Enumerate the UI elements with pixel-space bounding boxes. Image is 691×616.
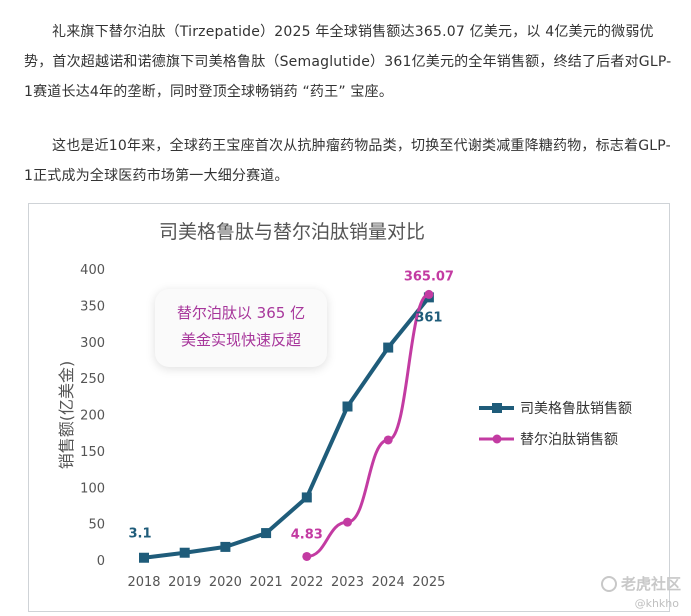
author-credit: @khkho [634,597,679,610]
intro-paragraph: 礼来旗下替尔泊肽（Tirzepatide）2025 年全球销售额达365.07 … [24,24,672,100]
legend-marker-circle [492,434,502,444]
data-label: 3.1 [128,527,151,542]
y-tick-label: 250 [80,372,105,387]
legend-label-2: 替尔泊肽销售额 [520,432,618,448]
y-tick-label: 50 [88,518,105,533]
y-axis-label: 销售额(亿美金) [57,361,76,470]
x-tick-label: 2018 [127,575,160,590]
x-tick-label: 2020 [209,575,242,590]
tiger-logo-icon [600,576,617,592]
second-paragraph: 这也是近10年来，全球药王宝座首次从抗肿瘤药物品类，切换至代谢类减重降糖药物，标… [24,138,671,184]
series-1-point [301,492,312,503]
y-tick-label: 200 [80,409,105,424]
watermark-logo: 老虎社区 [600,573,681,594]
series-2-point [343,517,352,527]
annotation-line-2: 美金实现快速反超 [180,331,301,349]
y-tick-label: 300 [80,336,105,351]
series-1-point [179,547,190,558]
data-label: 4.83 [291,527,323,542]
series-1-point [383,342,394,353]
chart-figure: 司美格鲁肽与替尔泊肽销量对比销售额(亿美金) 0 50 100 150 200 250 300… [28,203,670,612]
y-tick-label: 350 [80,299,105,314]
series-1-point [139,552,149,563]
legend-label-1: 司美格鲁肽销售额 [520,401,632,417]
x-tick-label: 2025 [412,575,445,590]
data-label: 361 [415,310,442,325]
y-tick-label: 100 [80,481,105,496]
series-line-1 [142,295,431,560]
watermark-text: 老虎社区 [620,575,681,593]
series-1-point [220,541,231,552]
series-1-point [261,528,272,539]
series-2-point [383,435,393,445]
x-tick-label: 2023 [331,575,364,590]
annotation-callout: 替尔泊肽以 365 亿 美金实现快速反超 [155,289,327,367]
y-tick-label: 150 [80,445,105,460]
x-tick-label: 2019 [168,575,201,590]
x-tick-label: 2024 [372,575,405,590]
y-tick-label: 400 [80,263,105,278]
x-tick-label: 2022 [290,575,323,590]
series-2-point [302,551,312,561]
legend-marker-square [492,403,502,413]
series-1-point [342,401,353,412]
series-2-point [424,289,434,299]
y-tick-label: 0 [97,554,105,569]
x-tick-label: 2021 [250,575,283,590]
series-line-2 [305,292,431,558]
chart-title: 司美格鲁肽与替尔泊肽销量对比 [159,221,425,243]
annotation-line-1: 替尔泊肽以 365 亿 [176,304,306,322]
data-label: 365.07 [404,269,454,284]
